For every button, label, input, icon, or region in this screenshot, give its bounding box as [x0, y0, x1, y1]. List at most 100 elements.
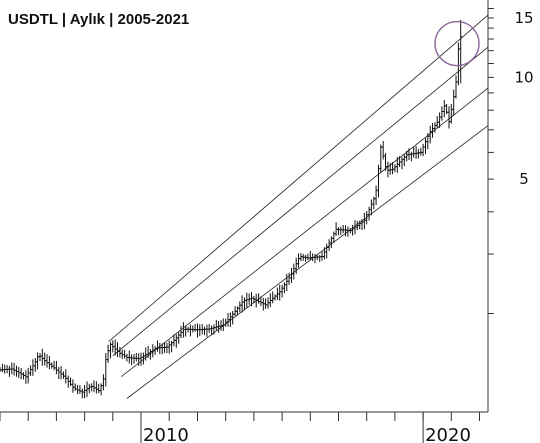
price-bar: [351, 224, 355, 236]
price-bar: [325, 243, 329, 259]
price-bar: [193, 323, 197, 332]
price-bar: [337, 227, 340, 236]
price-bar: [52, 360, 56, 371]
price-bar: [412, 147, 416, 158]
price-bar: [447, 106, 451, 129]
price-bar: [26, 367, 30, 384]
price-bar: [59, 365, 63, 380]
price-bar: [29, 365, 33, 376]
x-tick-label: 2020: [425, 425, 471, 443]
annotations: [434, 20, 480, 67]
price-bar: [280, 284, 284, 298]
price-bar: [54, 360, 58, 375]
price-bar: [174, 334, 178, 348]
price-bar: [191, 325, 195, 333]
chart-title: USDTL | Aylık | 2005-2021: [8, 11, 189, 28]
price-bar: [381, 141, 385, 160]
price-bar: [78, 385, 82, 394]
price-bar: [94, 381, 98, 394]
price-bar: [73, 383, 77, 391]
price-bar: [0, 363, 4, 373]
price-bar: [264, 298, 268, 309]
price-bar: [116, 342, 119, 357]
price-bar: [290, 268, 293, 283]
price-bar: [318, 254, 322, 262]
price-bar: [10, 362, 14, 375]
price-bar: [83, 385, 87, 399]
x-ticks: 2010 2020: [0, 412, 480, 443]
price-bar: [123, 350, 127, 359]
price-bar: [416, 149, 420, 159]
price-bar: [449, 104, 453, 124]
price-bar: [184, 325, 188, 337]
price-bar: [278, 284, 282, 301]
channel-line-1: [108, 14, 489, 343]
price-bar: [426, 133, 430, 150]
price-bar: [104, 353, 108, 387]
price-bar: [217, 321, 221, 333]
price-bar: [362, 212, 366, 230]
price-bar: [386, 161, 390, 178]
trend-channel-lines: [108, 14, 489, 399]
price-bar: [431, 123, 434, 138]
price-bar: [36, 352, 40, 370]
price-bar: [165, 342, 169, 354]
price-bar: [315, 255, 319, 260]
price-bar: [47, 356, 51, 370]
price-bar: [405, 150, 409, 162]
price-bars: [0, 19, 463, 399]
price-bar: [64, 369, 68, 384]
price-bar: [304, 254, 308, 262]
price-bar: [341, 225, 345, 234]
price-bar: [50, 362, 54, 369]
price-bar: [33, 358, 37, 372]
price-bar: [452, 89, 456, 116]
price-bar: [240, 295, 244, 313]
price-bar: [243, 297, 246, 310]
price-bar: [45, 354, 49, 368]
axes: [0, 0, 489, 413]
price-bar: [203, 326, 206, 336]
price-bar: [188, 324, 192, 337]
y-tick-label: 15: [514, 9, 533, 27]
price-bar: [419, 147, 423, 156]
price-bar: [287, 272, 291, 285]
price-bar: [322, 247, 326, 260]
price-bar: [306, 253, 310, 261]
price-bar: [421, 143, 425, 157]
price-bar: [346, 226, 350, 237]
price-bar: [57, 366, 61, 380]
y-tick-label: 5: [519, 170, 529, 188]
price-bar: [339, 226, 343, 235]
highlight-circle: [434, 20, 480, 67]
price-bar: [409, 151, 413, 162]
price-bar: [31, 359, 35, 376]
price-bar: [132, 354, 136, 364]
price-bar: [127, 350, 131, 364]
channel-line-4: [126, 125, 489, 399]
price-bar: [92, 380, 96, 393]
price-bar: [424, 138, 427, 155]
price-bar: [85, 381, 89, 398]
price-bar: [158, 342, 162, 354]
price-bar: [80, 388, 84, 399]
price-bar: [69, 377, 72, 387]
channel-line-2: [112, 46, 489, 357]
price-bar: [38, 353, 42, 362]
price-bar: [393, 164, 397, 172]
price-bar: [62, 371, 65, 379]
price-bar: [442, 100, 446, 118]
channel-line-3: [121, 87, 489, 378]
y-ticks: 15 10 5: [488, 8, 534, 314]
price-bar: [167, 340, 171, 354]
price-bar: [106, 344, 110, 363]
price-bar: [402, 154, 406, 167]
y-tick-label: 10: [514, 68, 533, 86]
price-bar: [101, 374, 105, 391]
price-bar: [440, 106, 444, 121]
x-tick-label: 2010: [143, 425, 189, 443]
price-bar: [130, 354, 134, 366]
price-bar: [156, 340, 159, 352]
price-bar: [367, 206, 371, 221]
